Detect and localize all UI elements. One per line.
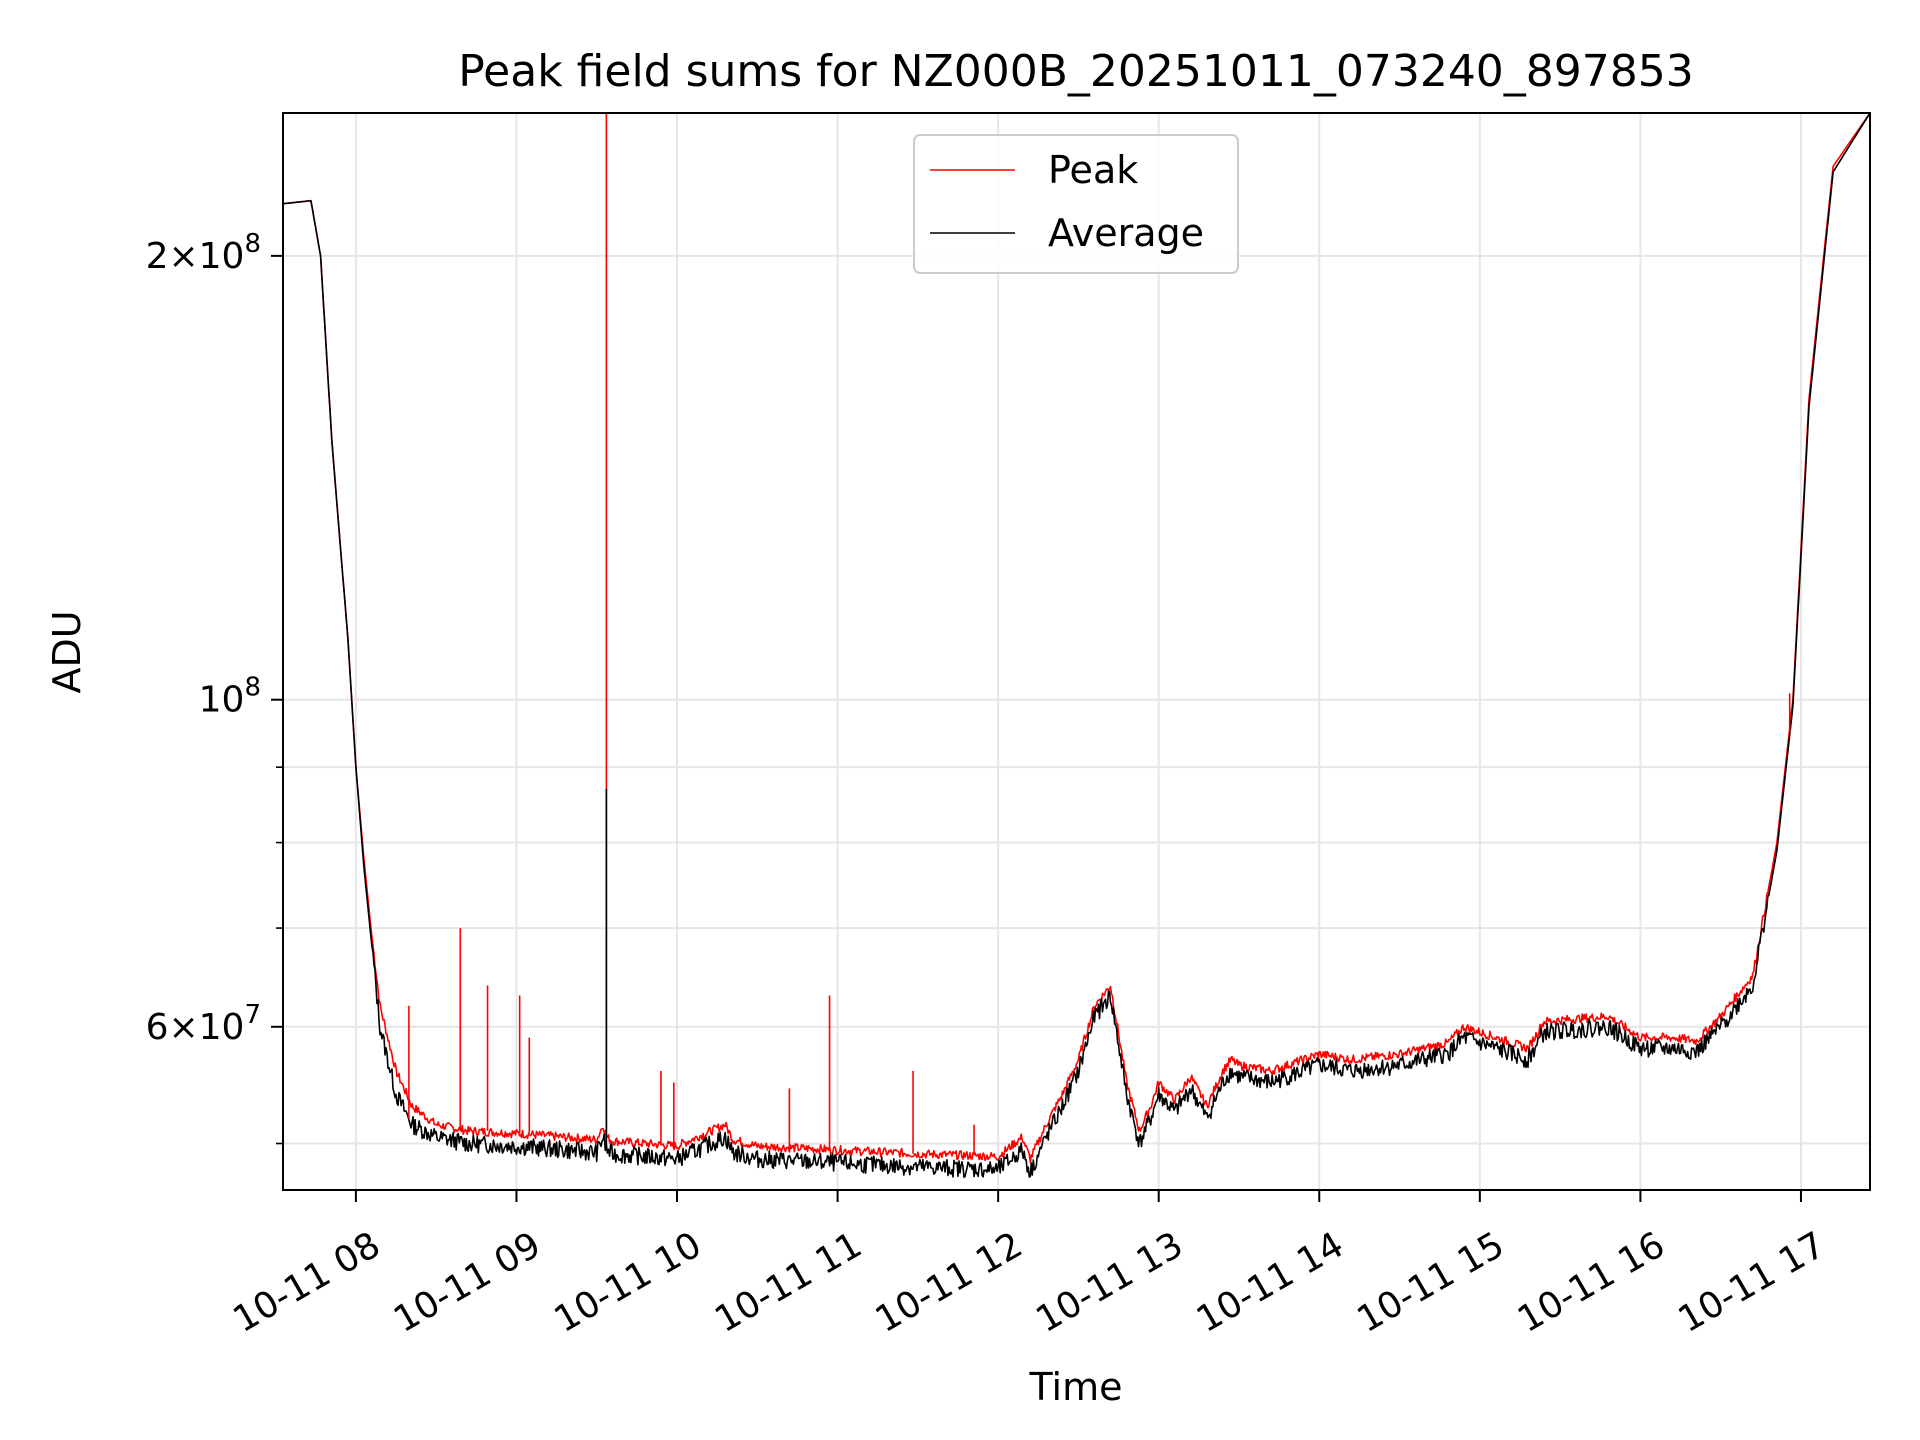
y-axis: 6×107 108 2×108	[146, 229, 283, 1145]
legend: Peak Average	[913, 134, 1239, 274]
series-layer	[283, 113, 1870, 1179]
legend-label-average: Average	[1048, 211, 1204, 255]
y-axis-label: ADU	[45, 610, 89, 693]
grid	[283, 113, 1870, 1190]
y-tick-label: 2×108	[146, 229, 261, 277]
x-axis-label: Time	[1029, 1365, 1123, 1409]
series-line-average	[283, 113, 1870, 1179]
chart-title: Peak field sums for NZ000B_20251011_0732…	[458, 46, 1694, 97]
y-tick-label: 6×107	[146, 1000, 261, 1048]
y-tick-label: 108	[199, 673, 261, 721]
plot-frame	[282, 112, 1871, 1191]
legend-label-peak: Peak	[1048, 148, 1138, 192]
series-line-peak	[283, 113, 1870, 1164]
